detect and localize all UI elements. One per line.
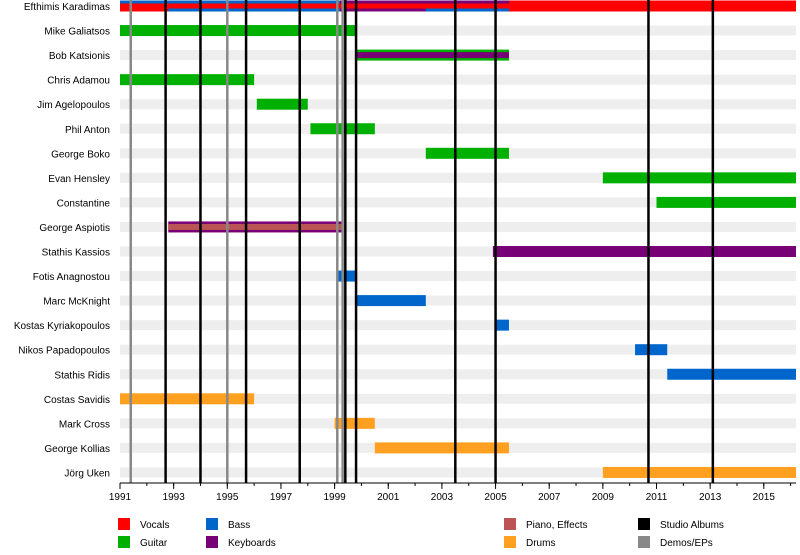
member-name: Jörg Uken <box>64 468 110 479</box>
member-name: George Kollias <box>44 444 110 455</box>
legend-label-studio: Studio Albums <box>660 520 724 531</box>
bar-bass <box>495 319 509 331</box>
tick-label: 2011 <box>646 492 668 503</box>
legend-label-demos: Demos/EPs <box>660 538 713 549</box>
bar-bass <box>168 8 340 12</box>
row-stripe <box>120 99 796 110</box>
member-name: Fotis Anagnostou <box>33 272 110 283</box>
member-name: Chris Adamou <box>47 76 110 87</box>
legend-swatch-piano <box>504 518 516 530</box>
member-name: Marc McKnight <box>43 297 110 308</box>
legend-label-drums: Drums <box>526 538 555 549</box>
tick-label: 1999 <box>323 492 346 503</box>
member-name: Mark Cross <box>59 419 110 430</box>
bar-bass <box>120 0 169 4</box>
bar-bass <box>337 270 357 282</box>
tick-label: 2007 <box>538 492 561 503</box>
bar-keyboards <box>339 8 426 12</box>
bar-keyboards <box>339 0 509 4</box>
bar-guitar <box>120 74 255 86</box>
row-stripe <box>120 369 796 380</box>
legend-swatch-drums <box>504 536 516 548</box>
member-name: Stathis Ridis <box>54 370 110 381</box>
legend-label-keyboards: Keyboards <box>228 538 276 549</box>
member-name: Kostas Kyriakopoulos <box>14 321 110 332</box>
member-name: Stathis Kassios <box>42 248 110 259</box>
legend-swatch-keyboards <box>206 536 218 548</box>
bar-bass <box>168 0 340 4</box>
member-name: George Aspiotis <box>39 223 110 234</box>
row-stripe <box>120 123 796 134</box>
row-stripe <box>120 418 796 429</box>
bar-guitar <box>256 98 308 110</box>
tick-label: 2015 <box>753 492 776 503</box>
bar-keyboards <box>492 246 796 257</box>
member-name: Bob Katsionis <box>49 51 110 62</box>
row-stripe <box>120 246 796 257</box>
bar-guitar <box>602 172 796 184</box>
bar-vocals <box>120 0 796 12</box>
row-stripe <box>120 221 796 232</box>
legend-label-piano: Piano, Effects <box>526 520 588 531</box>
row-stripe <box>120 320 796 331</box>
member-name: Jim Agelopoulos <box>37 100 110 111</box>
legend: Vocals Guitar Bass Keyboards Piano, Effects D… <box>118 518 724 549</box>
tick-label: 2009 <box>592 492 615 503</box>
legend-swatch-vocals <box>118 518 130 530</box>
member-name: George Boko <box>51 149 110 160</box>
member-name: Evan Hensley <box>48 174 110 185</box>
member-name: Efthimis Karadimas <box>24 2 110 13</box>
legend-swatch-guitar <box>118 536 130 548</box>
row-stripe <box>120 467 796 478</box>
row-stripe <box>120 25 796 36</box>
release-lines <box>129 0 715 483</box>
row-stripe <box>120 74 796 85</box>
bar-guitar <box>656 196 796 208</box>
legend-swatch-studio <box>638 518 650 530</box>
tick-label: 1993 <box>163 492 186 503</box>
bar-drums <box>334 417 375 429</box>
row-stripes <box>120 1 796 478</box>
bar-bass <box>356 295 426 307</box>
member-names: Efthimis Karadimas Mike Galiatsos Bob Kats… <box>14 2 111 479</box>
bar-drums <box>602 466 796 478</box>
bar-piano <box>168 223 343 230</box>
legend-label-guitar: Guitar <box>140 538 168 549</box>
tick-label: 2013 <box>699 492 722 503</box>
member-name: Mike Galiatsos <box>44 27 110 38</box>
x-axis: 1991 1993 1995 1997 1999 2001 2003 2005 2007 2009… <box>109 482 796 503</box>
tick-label: 1991 <box>109 492 132 503</box>
member-name: Costas Savidis <box>44 395 110 406</box>
row-stripe <box>120 393 796 404</box>
bar-guitar <box>425 147 509 159</box>
legend-label-vocals: Vocals <box>140 520 169 531</box>
tick-label: 1995 <box>216 492 239 503</box>
row-stripe <box>120 197 796 208</box>
row-stripe <box>120 344 796 355</box>
member-name: Constantine <box>57 198 111 209</box>
row-stripe <box>120 295 796 306</box>
bar-bass <box>635 344 668 356</box>
bar-drums <box>120 393 255 405</box>
tick-label: 1997 <box>270 492 293 503</box>
legend-label-bass: Bass <box>228 520 250 531</box>
tick-label: 2001 <box>377 492 400 503</box>
bar-bass <box>667 368 796 380</box>
row-stripe <box>120 271 796 282</box>
bar-guitar <box>120 25 357 37</box>
bar-drums <box>374 442 509 454</box>
member-bars <box>120 0 796 478</box>
tick-label: 2003 <box>431 492 454 503</box>
bar-keyboards <box>356 52 509 59</box>
member-name: Phil Anton <box>65 125 110 136</box>
row-stripe <box>120 172 796 183</box>
legend-swatch-bass <box>206 518 218 530</box>
member-name: Nikos Papadopoulos <box>18 346 110 357</box>
legend-swatch-demos <box>638 536 650 548</box>
tick-label: 2005 <box>484 492 507 503</box>
bar-bass <box>425 8 509 12</box>
